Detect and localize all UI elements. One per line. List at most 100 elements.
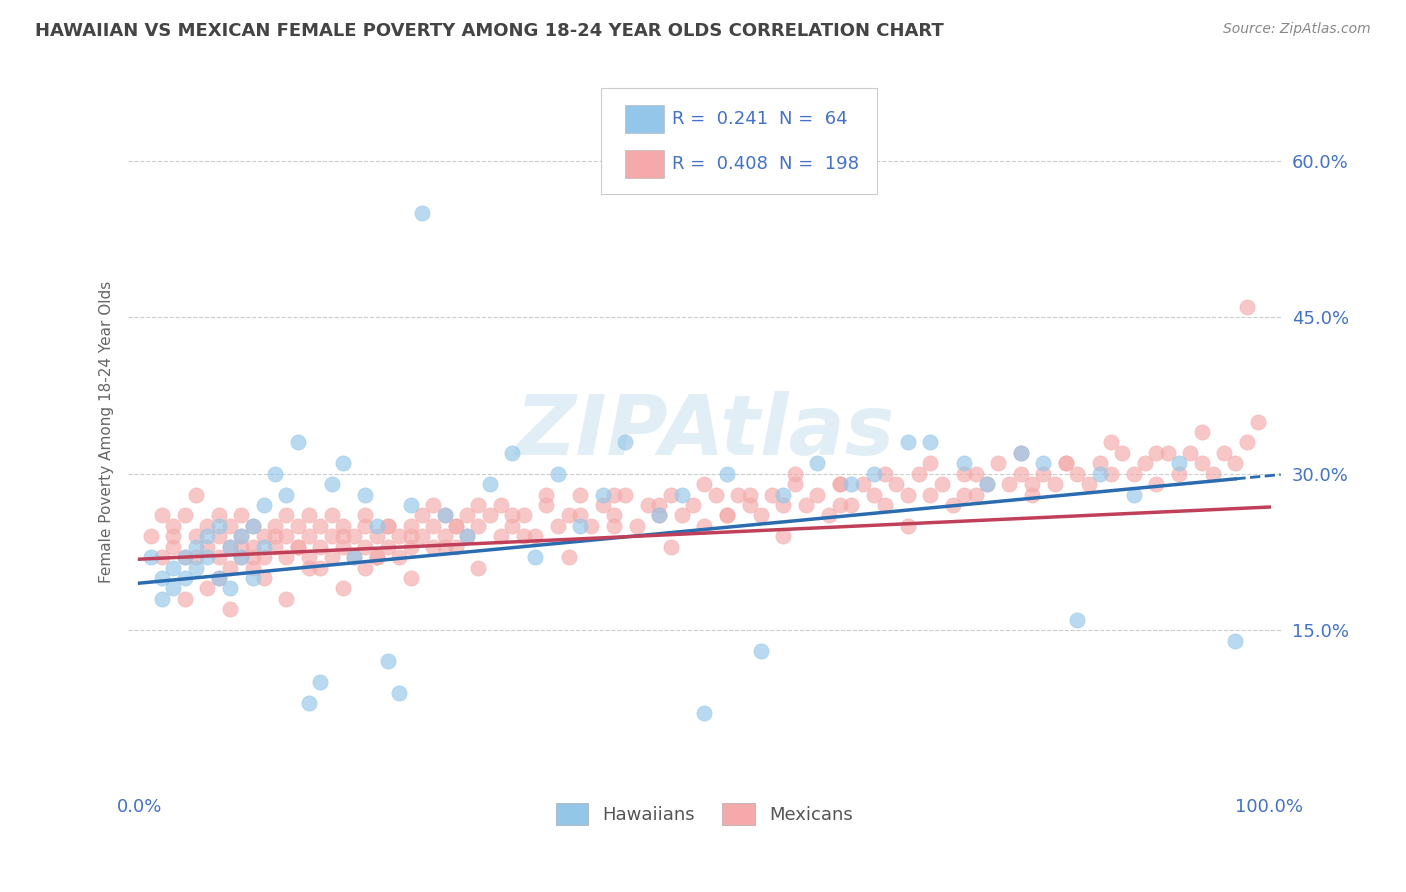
- Point: [162, 529, 184, 543]
- Point: [207, 550, 229, 565]
- Point: [749, 508, 772, 523]
- Point: [366, 529, 388, 543]
- Point: [1111, 446, 1133, 460]
- Point: [828, 477, 851, 491]
- Point: [648, 508, 671, 523]
- Point: [1156, 446, 1178, 460]
- Point: [467, 518, 489, 533]
- Point: [897, 487, 920, 501]
- Point: [558, 550, 581, 565]
- Point: [794, 498, 817, 512]
- Point: [321, 477, 343, 491]
- Point: [354, 487, 377, 501]
- Point: [264, 529, 287, 543]
- Point: [195, 529, 218, 543]
- Point: [592, 487, 614, 501]
- Point: [1133, 456, 1156, 470]
- Point: [287, 540, 309, 554]
- Point: [1180, 446, 1202, 460]
- Point: [377, 518, 399, 533]
- Point: [467, 560, 489, 574]
- Text: N =  64: N = 64: [779, 111, 848, 128]
- Point: [965, 467, 987, 481]
- Point: [1088, 456, 1111, 470]
- FancyBboxPatch shape: [624, 105, 664, 134]
- Point: [332, 518, 354, 533]
- Point: [897, 435, 920, 450]
- Point: [1021, 487, 1043, 501]
- Point: [298, 550, 321, 565]
- Point: [399, 529, 422, 543]
- Point: [603, 518, 626, 533]
- Point: [287, 435, 309, 450]
- Point: [433, 508, 456, 523]
- Point: [1066, 613, 1088, 627]
- Point: [569, 518, 592, 533]
- Point: [1191, 425, 1213, 439]
- Point: [489, 529, 512, 543]
- Point: [1077, 477, 1099, 491]
- Point: [976, 477, 998, 491]
- Point: [704, 487, 727, 501]
- Point: [569, 508, 592, 523]
- Point: [242, 550, 264, 565]
- Point: [569, 487, 592, 501]
- Point: [806, 456, 828, 470]
- Point: [366, 518, 388, 533]
- Point: [659, 487, 682, 501]
- Point: [162, 540, 184, 554]
- Point: [558, 508, 581, 523]
- Point: [377, 540, 399, 554]
- Point: [1032, 456, 1054, 470]
- Point: [242, 560, 264, 574]
- Point: [828, 477, 851, 491]
- Point: [1236, 300, 1258, 314]
- Point: [231, 550, 253, 565]
- Point: [592, 498, 614, 512]
- Point: [1144, 446, 1167, 460]
- Point: [772, 529, 794, 543]
- Point: [173, 550, 195, 565]
- Point: [1099, 435, 1122, 450]
- Point: [399, 498, 422, 512]
- Point: [1236, 435, 1258, 450]
- Point: [626, 518, 648, 533]
- Point: [671, 508, 693, 523]
- Point: [942, 498, 965, 512]
- Point: [366, 550, 388, 565]
- Point: [162, 582, 184, 596]
- Point: [184, 529, 207, 543]
- Point: [908, 467, 931, 481]
- Point: [354, 508, 377, 523]
- Point: [953, 456, 976, 470]
- Point: [839, 498, 862, 512]
- Point: [456, 508, 478, 523]
- Point: [231, 529, 253, 543]
- Point: [1010, 446, 1032, 460]
- Point: [648, 498, 671, 512]
- Point: [659, 540, 682, 554]
- Point: [276, 508, 298, 523]
- Point: [366, 550, 388, 565]
- Point: [173, 591, 195, 606]
- Point: [377, 518, 399, 533]
- Point: [195, 582, 218, 596]
- Point: [298, 508, 321, 523]
- Point: [1066, 467, 1088, 481]
- Point: [875, 498, 897, 512]
- Point: [1247, 415, 1270, 429]
- Point: [783, 467, 806, 481]
- Point: [512, 508, 534, 523]
- Point: [1021, 477, 1043, 491]
- Text: ZIPAtlas: ZIPAtlas: [515, 392, 894, 473]
- Point: [547, 467, 569, 481]
- Point: [264, 518, 287, 533]
- Point: [184, 540, 207, 554]
- Point: [1167, 456, 1189, 470]
- Point: [1088, 467, 1111, 481]
- Point: [150, 591, 173, 606]
- Point: [749, 644, 772, 658]
- Point: [433, 529, 456, 543]
- Point: [332, 582, 354, 596]
- Point: [173, 550, 195, 565]
